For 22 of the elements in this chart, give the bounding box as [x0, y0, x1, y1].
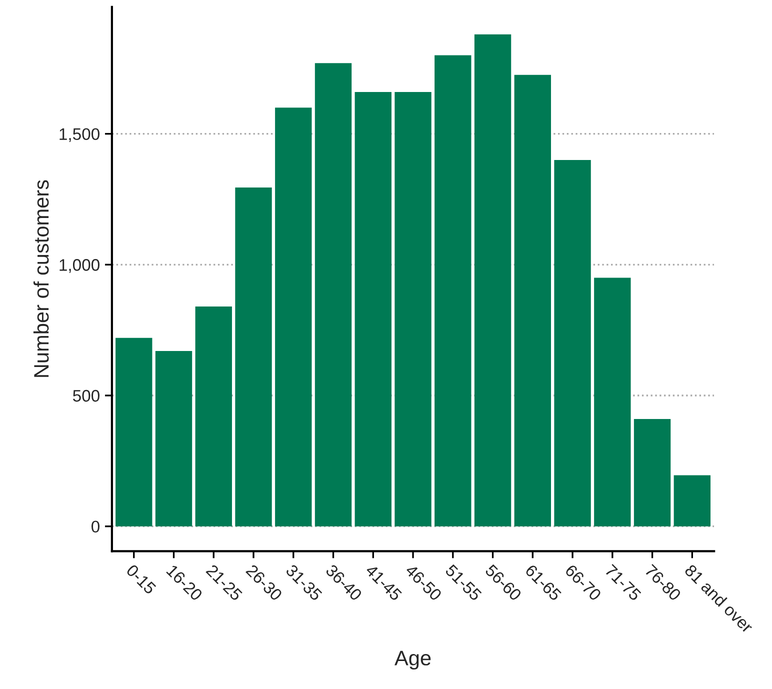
bar [275, 108, 312, 526]
bar [474, 34, 512, 526]
bar [554, 160, 591, 526]
bar [674, 475, 711, 526]
bar [634, 419, 671, 526]
x-axis-title: Age [394, 650, 431, 670]
bar [434, 55, 472, 526]
bar [354, 92, 392, 526]
y-tick-label: 1,500 [60, 128, 100, 142]
bar [514, 74, 551, 526]
bar [594, 278, 631, 526]
y-tick-label: 0 [92, 520, 100, 533]
bar [235, 187, 272, 526]
y-tick-label: 500 [72, 390, 100, 402]
bar [155, 351, 192, 526]
y-axis-title: Number of customers [33, 180, 49, 377]
bar [394, 92, 432, 526]
bar [314, 63, 352, 526]
bar [116, 338, 152, 526]
bar [195, 306, 232, 526]
x-tick-label: 81 and over [684, 564, 754, 634]
y-tick-label: 1,000 [60, 259, 100, 273]
